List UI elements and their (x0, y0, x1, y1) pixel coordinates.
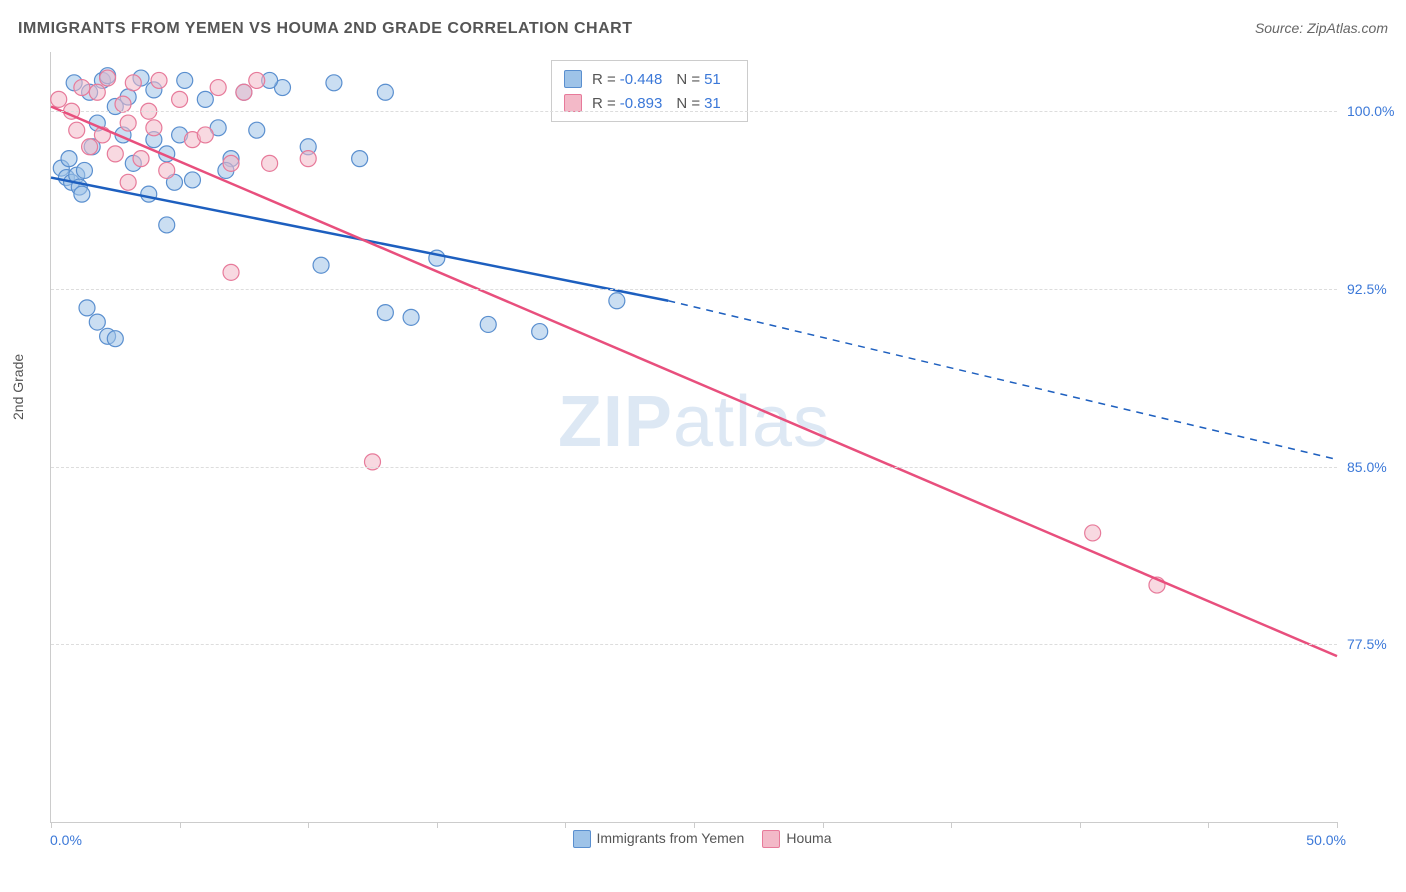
scatter-point (151, 72, 167, 88)
scatter-point (326, 75, 342, 91)
stat-n-value: 51 (704, 71, 721, 88)
scatter-point (352, 151, 368, 167)
stat-n-label: N = (676, 95, 700, 112)
x-tick-mark (565, 822, 566, 828)
scatter-point (115, 96, 131, 112)
scatter-point (74, 80, 90, 96)
legend-bottom: Immigrants from Yemen Houma (50, 830, 1336, 848)
stat-r-value: -0.893 (620, 95, 663, 112)
scatter-point (223, 264, 239, 280)
scatter-point (89, 314, 105, 330)
x-tick-mark (951, 822, 952, 828)
x-tick-mark (308, 822, 309, 828)
scatter-point (76, 162, 92, 178)
scatter-point (82, 139, 98, 155)
x-tick-mark (1208, 822, 1209, 828)
stat-r-label: R = (592, 71, 616, 88)
legend-swatch (564, 70, 582, 88)
scatter-point (159, 217, 175, 233)
gridline-h (51, 289, 1337, 290)
x-tick-mark (694, 822, 695, 828)
legend-swatch (564, 94, 582, 112)
stat-r-label: R = (592, 95, 616, 112)
scatter-point (107, 146, 123, 162)
gridline-h (51, 111, 1337, 112)
legend-label: Immigrants from Yemen (597, 830, 745, 846)
x-tick-mark (180, 822, 181, 828)
scatter-point (1085, 525, 1101, 541)
chart-title: IMMIGRANTS FROM YEMEN VS HOUMA 2ND GRADE… (18, 20, 632, 37)
scatter-point (141, 186, 157, 202)
chart-svg (51, 52, 1337, 822)
scatter-point (377, 305, 393, 321)
stats-row: R = -0.448 N = 51 (564, 67, 735, 91)
legend-swatch (573, 830, 591, 848)
scatter-point (146, 120, 162, 136)
x-tick-mark (1337, 822, 1338, 828)
scatter-point (262, 155, 278, 171)
x-tick-mark (823, 822, 824, 828)
scatter-point (197, 127, 213, 143)
scatter-point (377, 84, 393, 100)
scatter-point (125, 75, 141, 91)
scatter-point (313, 257, 329, 273)
plot-area: ZIPatlas R = -0.448N = 51R = -0.893N = 3… (50, 52, 1337, 823)
y-axis-label: 2nd Grade (10, 354, 26, 420)
scatter-point (100, 70, 116, 86)
scatter-point (69, 122, 85, 138)
scatter-point (184, 172, 200, 188)
source-attribution: Source: ZipAtlas.com (1255, 20, 1388, 36)
scatter-point (236, 84, 252, 100)
scatter-point (133, 151, 149, 167)
scatter-point (609, 293, 625, 309)
scatter-point (51, 91, 67, 107)
scatter-point (210, 80, 226, 96)
y-tick-label: 85.0% (1347, 459, 1406, 475)
y-tick-label: 77.5% (1347, 636, 1406, 652)
scatter-point (172, 91, 188, 107)
y-tick-label: 100.0% (1347, 103, 1406, 119)
scatter-point (480, 316, 496, 332)
x-tick-mark (51, 822, 52, 828)
scatter-point (61, 151, 77, 167)
scatter-point (177, 72, 193, 88)
gridline-h (51, 467, 1337, 468)
scatter-point (159, 162, 175, 178)
scatter-point (532, 324, 548, 340)
gridline-h (51, 644, 1337, 645)
legend-label: Houma (786, 830, 831, 846)
scatter-point (300, 151, 316, 167)
scatter-point (107, 331, 123, 347)
stat-n-value: 31 (704, 95, 721, 112)
trend-line (51, 106, 1337, 656)
scatter-point (223, 155, 239, 171)
stat-n-label: N = (676, 71, 700, 88)
scatter-point (249, 72, 265, 88)
legend-swatch (762, 830, 780, 848)
x-tick-mark (1080, 822, 1081, 828)
scatter-point (89, 84, 105, 100)
scatter-point (74, 186, 90, 202)
y-tick-label: 92.5% (1347, 281, 1406, 297)
scatter-point (403, 309, 419, 325)
scatter-point (120, 174, 136, 190)
scatter-point (120, 115, 136, 131)
stat-r-value: -0.448 (620, 71, 663, 88)
scatter-point (249, 122, 265, 138)
scatter-point (197, 91, 213, 107)
scatter-point (79, 300, 95, 316)
correlation-stats-box: R = -0.448 N = 51 R = -0.893 N = 31 (551, 60, 748, 122)
x-tick-mark (437, 822, 438, 828)
trend-line-dashed (668, 301, 1337, 460)
